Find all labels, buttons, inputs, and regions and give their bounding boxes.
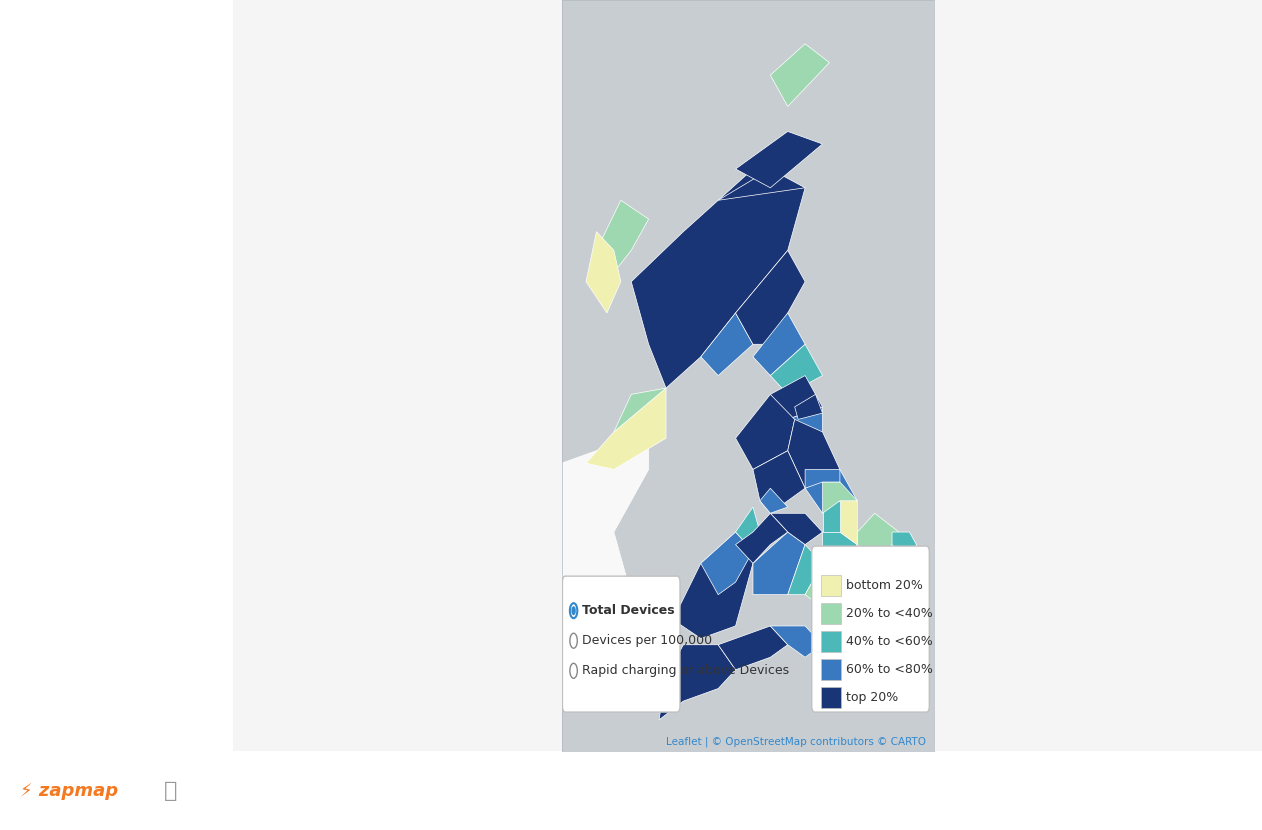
Polygon shape [829,594,861,626]
Polygon shape [673,532,753,638]
Polygon shape [847,620,861,632]
Polygon shape [857,594,885,613]
Polygon shape [770,513,823,544]
Polygon shape [770,344,823,394]
Polygon shape [840,613,875,645]
Bar [822,603,840,624]
Polygon shape [823,482,857,513]
Bar [822,631,840,652]
Polygon shape [840,544,875,608]
Polygon shape [875,638,899,670]
Polygon shape [823,532,857,576]
Text: 40% to <60%: 40% to <60% [847,635,933,648]
Text: bottom 20%: bottom 20% [847,579,924,593]
Polygon shape [613,388,666,432]
Bar [822,575,840,597]
Text: top 20%: top 20% [847,691,899,704]
Polygon shape [868,620,885,638]
Polygon shape [736,513,787,564]
Polygon shape [760,488,787,513]
Bar [822,686,840,708]
FancyBboxPatch shape [563,576,680,712]
Polygon shape [787,419,840,488]
Polygon shape [718,169,805,200]
Polygon shape [840,500,857,544]
Polygon shape [753,451,805,513]
Polygon shape [770,376,823,419]
Polygon shape [586,232,621,313]
Polygon shape [805,470,857,513]
Polygon shape [597,200,649,294]
Polygon shape [631,169,805,388]
Text: 👑: 👑 [164,780,177,801]
Text: 60% to <80%: 60% to <80% [847,663,933,676]
FancyBboxPatch shape [811,546,929,712]
Polygon shape [823,500,840,532]
Polygon shape [736,507,760,551]
Polygon shape [805,564,840,608]
Polygon shape [700,532,753,594]
Polygon shape [805,470,840,488]
Text: Rapid charging or above Devices: Rapid charging or above Devices [582,664,789,677]
Polygon shape [910,544,926,582]
Text: Total Devices: Total Devices [582,604,674,618]
Polygon shape [736,251,805,344]
Text: 20% to <40%: 20% to <40% [847,608,933,620]
Polygon shape [753,532,805,594]
Polygon shape [718,626,787,670]
Polygon shape [770,44,829,106]
Polygon shape [736,394,795,470]
Polygon shape [823,594,829,613]
Polygon shape [736,131,823,188]
Polygon shape [770,626,823,657]
Polygon shape [659,645,736,720]
Polygon shape [851,608,868,620]
Polygon shape [823,626,857,657]
Text: Devices per 100,000: Devices per 100,000 [582,634,712,647]
Circle shape [570,663,577,678]
Bar [822,659,840,680]
Text: Leaflet | © OpenStreetMap contributors © CARTO: Leaflet | © OpenStreetMap contributors ©… [666,737,926,747]
Polygon shape [857,626,892,657]
Polygon shape [510,432,649,632]
Polygon shape [892,532,916,564]
Polygon shape [586,388,666,470]
Text: ⚡ zapmap: ⚡ zapmap [20,782,119,799]
Circle shape [570,603,577,618]
Polygon shape [857,513,899,564]
Circle shape [570,633,577,648]
Polygon shape [753,313,805,376]
Polygon shape [795,394,823,419]
Polygon shape [787,544,823,594]
Polygon shape [787,407,823,438]
Circle shape [572,606,575,615]
Polygon shape [700,313,753,376]
Polygon shape [875,564,910,613]
